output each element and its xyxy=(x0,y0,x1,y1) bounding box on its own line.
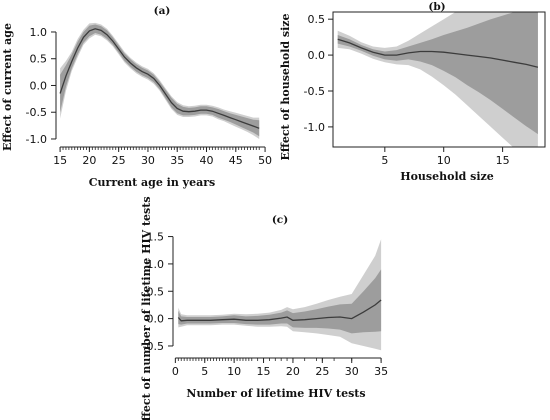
x-tick-label-c: 15 xyxy=(257,365,271,378)
panel-label-a: (a) xyxy=(154,5,171,17)
y-tick-label-c: 1.5 xyxy=(147,231,165,244)
x-tick-label-a: 30 xyxy=(141,154,155,167)
effect-series-line-b xyxy=(337,38,539,68)
x-tick-label-c: 10 xyxy=(227,365,241,378)
chart-panel-a: (a) -1.0 -0.5 0.0 0.5 1.0 15 20 25 30 35 40 45 50 Cu… xyxy=(1,5,272,189)
y-tick-label-a: -0.5 xyxy=(26,106,47,119)
x-tick-label-a: 20 xyxy=(82,154,96,167)
inner-confidence-band-b xyxy=(337,12,538,135)
confidence-bands-c xyxy=(178,239,382,351)
y-axis-title-c: Effect of number of lifetime HIV tests xyxy=(140,196,153,420)
x-tick-label-a: 25 xyxy=(112,154,126,167)
effect-line-a xyxy=(59,28,260,129)
x-tick-label-c: 30 xyxy=(345,365,359,378)
inner-confidence-band-a xyxy=(60,24,260,137)
x-tick-label-a: 35 xyxy=(170,154,184,167)
rug-marks-c xyxy=(177,358,382,361)
outer-confidence-band-c xyxy=(178,239,382,351)
x-tick-label-b: 5 xyxy=(381,154,388,167)
y-tick-label-b: -0.5 xyxy=(304,85,325,98)
x-tick-label-c: 5 xyxy=(201,365,208,378)
x-axis-title-a: Current age in years xyxy=(89,176,215,189)
y-tick-label-a: 0.5 xyxy=(30,53,48,66)
x-tick-label-a: 40 xyxy=(200,154,214,167)
y-tick-label-b: 0.5 xyxy=(308,13,326,26)
confidence-bands-a xyxy=(60,22,260,139)
y-tick-label-a: 1.0 xyxy=(30,26,48,39)
y-tick-label-a: -1.0 xyxy=(26,133,47,146)
effect-series-line-c xyxy=(177,299,382,322)
y-tick-label-a: 0.0 xyxy=(30,79,48,92)
y-tick-label-b: 0.0 xyxy=(308,49,326,62)
y-axis-title-b: Effect of household size xyxy=(279,13,292,160)
axes-b: -1.0 -0.5 0.0 0.5 5 10 15 xyxy=(304,11,546,167)
x-tick-label-a: 45 xyxy=(229,154,243,167)
chart-panel-c: (c) -0.5 0.0 0.5 1.0 1.5 0 5 10 15 20 25 30 35 Numbe… xyxy=(140,196,388,420)
y-tick-label-c: -0.5 xyxy=(143,340,164,353)
y-tick-label-c: 0.0 xyxy=(147,313,165,326)
x-tick-label-c: 25 xyxy=(315,365,329,378)
chart-panel-b: (b) -1.0 -0.5 0.0 0.5 5 10 15 Household size E… xyxy=(279,1,546,183)
rug-marks-a xyxy=(59,147,260,150)
y-axis-title-a: Effect of current age xyxy=(1,23,14,151)
x-tick-label-b: 10 xyxy=(437,154,451,167)
confidence-bands-b xyxy=(337,12,538,147)
x-axis-title-b: Household size xyxy=(400,170,494,183)
panel-label-b: (b) xyxy=(428,1,445,13)
effect-line-b xyxy=(337,38,539,68)
x-tick-label-b: 15 xyxy=(496,154,510,167)
effect-line-c xyxy=(177,299,382,322)
x-axis-title-c: Number of lifetime HIV tests xyxy=(186,387,365,400)
x-tick-label-c: 20 xyxy=(286,365,300,378)
plot-frame-b xyxy=(332,11,546,148)
x-tick-label-a: 15 xyxy=(53,154,67,167)
panel-label-c: (c) xyxy=(272,214,288,226)
y-tick-label-b: -1.0 xyxy=(304,121,325,134)
effect-series-line-a xyxy=(59,28,260,129)
x-tick-label-a: 50 xyxy=(258,154,272,167)
y-tick-label-c: 0.5 xyxy=(147,285,165,298)
x-tick-label-c: 35 xyxy=(374,365,388,378)
x-tick-label-c: 0 xyxy=(172,365,179,378)
y-tick-label-c: 1.0 xyxy=(147,258,165,271)
